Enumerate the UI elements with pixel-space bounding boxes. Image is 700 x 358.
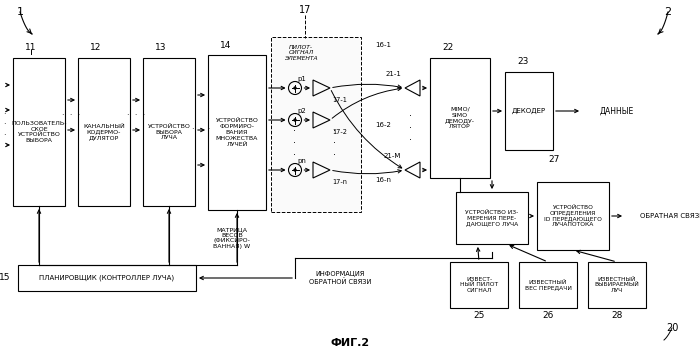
Bar [456, 192, 528, 244]
Text: 13: 13 [155, 44, 167, 53]
Text: УСТРОЙСТВО ИЗ-
МЕРЕНИЯ ПЕРЕ-
ДАЮЩЕГО ЛУЧА: УСТРОЙСТВО ИЗ- МЕРЕНИЯ ПЕРЕ- ДАЮЩЕГО ЛУЧ… [466, 210, 519, 226]
Text: 28: 28 [611, 311, 623, 320]
Text: 16-n: 16-n [375, 177, 391, 183]
Text: ОБРАТНАЯ СВЯЗЬ: ОБРАТНАЯ СВЯЗЬ [640, 213, 700, 219]
Bar [430, 58, 490, 178]
Circle shape [294, 87, 296, 89]
Text: ДАННЫЕ: ДАННЫЕ [600, 106, 634, 116]
Text: ПОЛЬЗОВАТЕЛЬ-
СКОЕ
УСТРОЙСТВО
ВЫБОРА: ПОЛЬЗОВАТЕЛЬ- СКОЕ УСТРОЙСТВО ВЫБОРА [11, 121, 66, 143]
Text: ИЗВЕСТ-
НЫЙ ПИЛОТ
СИГНАЛ: ИЗВЕСТ- НЫЙ ПИЛОТ СИГНАЛ [460, 277, 498, 293]
Text: ИЗВЕСТНЫЙ
ВЫБИРАЕМЫЙ
ЛУЧ: ИЗВЕСТНЫЙ ВЫБИРАЕМЫЙ ЛУЧ [594, 277, 639, 293]
Text: УСТРОЙСТВО
ВЫБОРА
ЛУЧА: УСТРОЙСТВО ВЫБОРА ЛУЧА [148, 124, 190, 140]
Text: 16-2: 16-2 [375, 122, 391, 128]
Bar [13, 58, 65, 206]
Text: ИНФОРМАЦИЯ
ОБРАТНОЙ СВЯЗИ: ИНФОРМАЦИЯ ОБРАТНОЙ СВЯЗИ [309, 271, 371, 285]
Text: MIMO/
SIMO
ДЕМОДУ-
ЛЯТОР: MIMO/ SIMO ДЕМОДУ- ЛЯТОР [445, 107, 475, 129]
Text: ДЕКОДЕР: ДЕКОДЕР [512, 108, 546, 114]
Bar [588, 262, 646, 308]
Text: ·  ·  ·: · · · [127, 111, 146, 121]
Text: УСТРОЙСТВО
ОПРЕДЕЛЕНИЯ
ID ПЕРЕДАЮЩЕГО
ЛУЧАПОТОКА: УСТРОЙСТВО ОПРЕДЕЛЕНИЯ ID ПЕРЕДАЮЩЕГО ЛУ… [544, 205, 602, 227]
Text: ИЗВЕСТНЫЙ
ВЕС ПЕРЕДАЧИ: ИЗВЕСТНЫЙ ВЕС ПЕРЕДАЧИ [524, 280, 571, 290]
Text: 12: 12 [90, 44, 101, 53]
Text: 21-1: 21-1 [385, 71, 401, 77]
Text: 14: 14 [220, 40, 232, 49]
Text: 21-M: 21-M [384, 153, 401, 159]
Bar [208, 55, 266, 210]
Bar [505, 72, 553, 150]
Text: 23: 23 [517, 58, 528, 67]
Text: 26: 26 [542, 311, 554, 320]
Text: 17: 17 [299, 5, 312, 15]
Text: ·
·
·: · · · [3, 110, 6, 140]
Circle shape [294, 119, 296, 121]
Bar [519, 262, 577, 308]
Bar [143, 58, 195, 206]
Text: 20: 20 [666, 323, 678, 333]
Text: ФИГ.2: ФИГ.2 [330, 338, 370, 348]
Text: 16-1: 16-1 [375, 42, 391, 48]
Text: 25: 25 [473, 311, 484, 320]
Text: ·
·
·: · · · [409, 111, 412, 145]
Text: ПИЛОТ-
СИГНАЛ
ЭЛЕМЕНТА: ПИЛОТ- СИГНАЛ ЭЛЕМЕНТА [284, 45, 318, 61]
Text: 17-2: 17-2 [332, 129, 347, 135]
Text: 17-1: 17-1 [332, 97, 347, 103]
Bar [537, 182, 609, 250]
Text: ·  ·  ·: · · · [62, 111, 80, 121]
Text: КАНАЛЬНЫЙ
КОДЕРМО-
ДУЛЯТОР: КАНАЛЬНЫЙ КОДЕРМО- ДУЛЯТОР [83, 124, 125, 140]
Text: МАТРИЦА
ВЕСОВ
(ФИКСИРО-
ВАННАЯ) W: МАТРИЦА ВЕСОВ (ФИКСИРО- ВАННАЯ) W [214, 227, 251, 249]
Text: 15: 15 [0, 274, 10, 282]
Text: 1: 1 [17, 7, 24, 17]
Text: ПЛАНИРОВЩИК (КОНТРОЛЛЕР ЛУЧА): ПЛАНИРОВЩИК (КОНТРОЛЛЕР ЛУЧА) [39, 275, 174, 281]
Text: 2: 2 [664, 7, 671, 17]
Text: ·  ·  ·: · · · [193, 126, 211, 135]
Bar [271, 37, 361, 212]
Bar [450, 262, 508, 308]
Text: 27: 27 [548, 155, 560, 164]
Text: ·
·
·: · · · [293, 126, 297, 160]
Circle shape [294, 169, 296, 171]
Bar [78, 58, 130, 206]
Text: УСТРОЙСТВО
ФОРМИРО-
ВАНИЯ
МНОЖЕСТВА
ЛУЧЕЙ: УСТРОЙСТВО ФОРМИРО- ВАНИЯ МНОЖЕСТВА ЛУЧЕ… [216, 118, 258, 146]
Bar [18, 265, 196, 291]
Text: 17-n: 17-n [332, 179, 347, 185]
Text: p2: p2 [297, 108, 306, 114]
Text: 22: 22 [442, 44, 454, 53]
Text: 11: 11 [25, 44, 36, 53]
Text: ·
·
·: · · · [333, 126, 337, 160]
Text: p1: p1 [297, 76, 306, 82]
Text: pn: pn [297, 158, 306, 164]
